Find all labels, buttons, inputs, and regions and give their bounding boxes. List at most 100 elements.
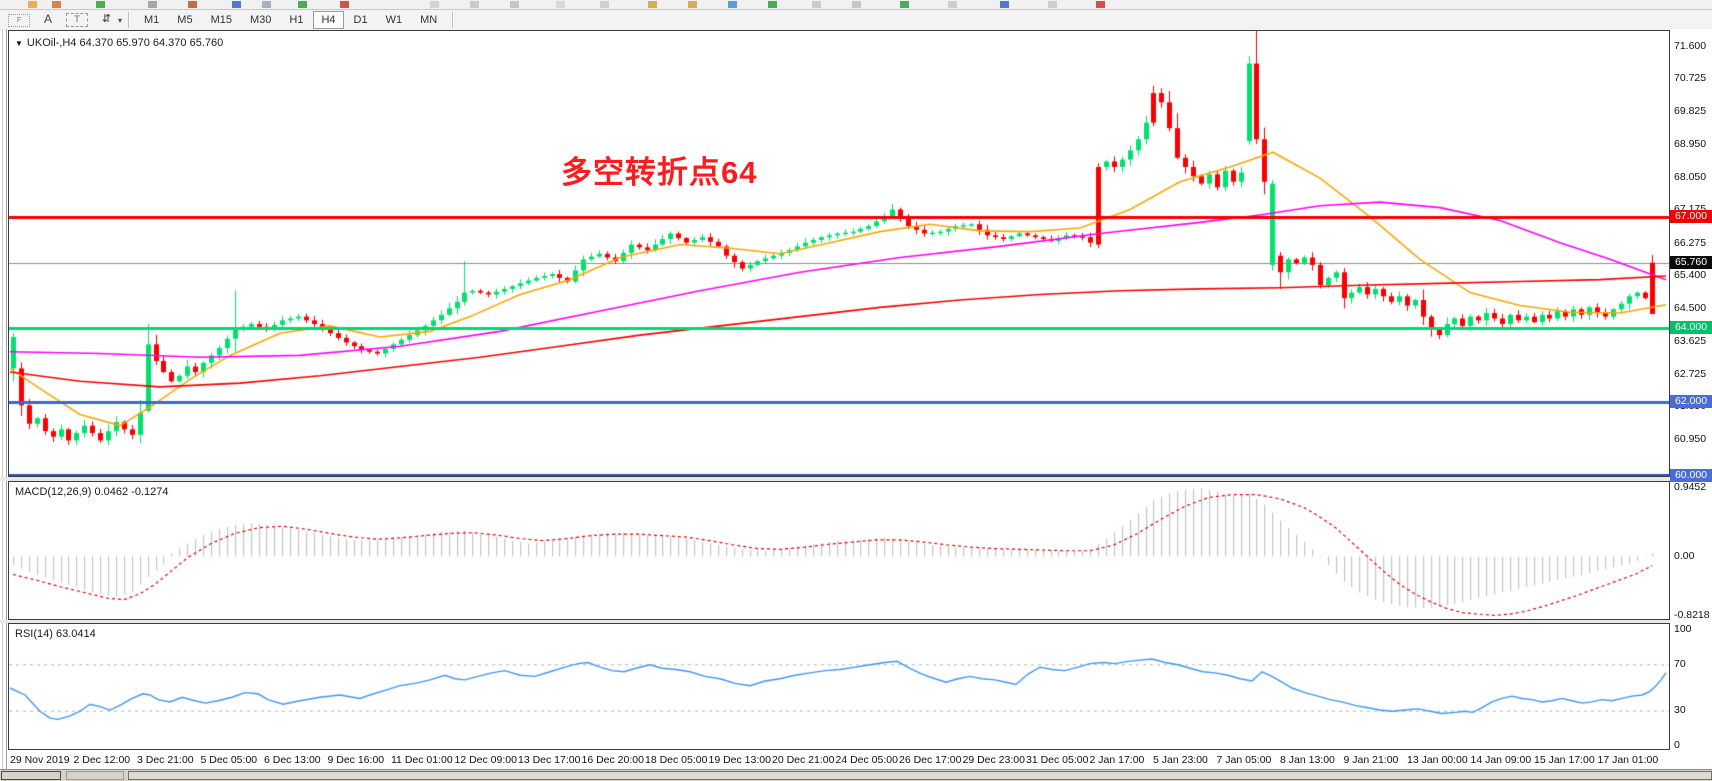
symbol-caret-icon[interactable]: ▼: [15, 39, 23, 48]
cropped-icon-fragment: [262, 1, 271, 8]
cropped-icon-fragment: [430, 1, 439, 8]
timeframe-m5[interactable]: M5: [177, 14, 193, 26]
macd-scale-label: 0.9452: [1674, 481, 1707, 494]
price-tick-label: 64.500: [1674, 302, 1707, 315]
date-tick-label: 13 Dec 17:00: [518, 754, 581, 766]
price-tick-label: 69.825: [1674, 105, 1707, 118]
cropped-toolbar-strip: [0, 0, 1712, 10]
price-level-tag: 64.000: [1670, 320, 1712, 334]
cropped-icon-fragment: [148, 1, 157, 8]
cropped-icon-fragment: [188, 1, 197, 8]
freehand-grid-icon[interactable]: F: [8, 13, 30, 27]
rsi-label: RSI(14) 63.0414: [15, 628, 96, 640]
date-tick-label: 20 Dec 21:00: [772, 754, 835, 766]
date-tick-label: 19 Dec 13:00: [708, 754, 771, 766]
panel-separator[interactable]: [0, 477, 1712, 481]
price-level-tag: 65.760: [1670, 255, 1712, 269]
arrange-arrows-icon[interactable]: ⇵: [101, 13, 111, 25]
timeframe-w1[interactable]: W1: [385, 14, 403, 26]
timeframe-m30[interactable]: M30: [249, 14, 272, 26]
macd-scale-label: 0.00: [1674, 549, 1695, 562]
timeframe-m15[interactable]: M15: [210, 14, 232, 26]
chevron-down-icon[interactable]: ▾: [118, 15, 123, 25]
text-box-icon[interactable]: T: [66, 13, 88, 27]
date-tick-label: 31 Dec 05:00: [1026, 754, 1089, 766]
date-tick-label: 5 Jan 23:00: [1153, 754, 1208, 766]
chart-tab[interactable]: [1, 771, 61, 780]
cropped-icon-fragment: [1048, 1, 1057, 8]
macd-panel: MACD(12,26,9) 0.0462 -0.1274: [8, 481, 1670, 620]
rsi-panel: RSI(14) 63.0414: [8, 623, 1670, 750]
price-axis[interactable]: 71.60070.72569.82568.95068.05067.17566.2…: [1670, 29, 1712, 769]
price-chart-panel: ▼ UKOil-,H4 64.370 65.970 64.370 65.760 多…: [8, 30, 1670, 477]
rsi-scale-label: 0: [1674, 739, 1680, 751]
date-tick-label: 29 Nov 2019: [10, 754, 70, 766]
window-frame-line: [2, 29, 3, 769]
price-tick-label: 71.600: [1674, 39, 1707, 52]
date-tick-label: 9 Jan 21:00: [1343, 754, 1399, 766]
timeframe-h4[interactable]: H4: [313, 11, 344, 29]
cropped-icon-fragment: [556, 1, 565, 8]
cropped-icon-fragment: [948, 1, 957, 8]
cropped-icon-fragment: [510, 1, 519, 8]
window-frame-line: [6, 29, 7, 769]
timeframe-m1[interactable]: M1: [144, 14, 160, 26]
date-tick-label: 16 Dec 20:00: [581, 754, 644, 766]
chart-toolbar: F A T ⇵ ▾ M1 M5 M15 M30 H1 H4 D1 W1 MN: [0, 10, 1712, 30]
date-tick-label: 5 Dec 05:00: [200, 754, 258, 766]
date-tick-label: 24 Dec 05:00: [835, 754, 898, 766]
rsi-canvas[interactable]: [9, 624, 1669, 749]
cropped-icon-fragment: [1096, 1, 1105, 8]
date-tick-label: 14 Jan 09:00: [1470, 754, 1532, 766]
chart-title-text: UKOil-,H4 64.370 65.970 64.370 65.760: [26, 37, 224, 49]
price-level-tag: 60.000: [1670, 468, 1712, 482]
cropped-icon-fragment: [900, 1, 909, 8]
timeframe-mn[interactable]: MN: [420, 14, 438, 26]
toolbar-separator: [452, 12, 454, 28]
cropped-icon-fragment: [768, 1, 777, 8]
cropped-icon-fragment: [600, 1, 609, 8]
price-tick-label: 70.725: [1674, 72, 1707, 85]
date-tick-label: 18 Dec 05:00: [645, 754, 708, 766]
price-chart-canvas[interactable]: [9, 31, 1669, 476]
date-tick-label: 13 Jan 00:00: [1407, 754, 1468, 766]
cropped-icon-fragment: [52, 1, 61, 8]
text-label-icon[interactable]: A: [43, 12, 52, 26]
panel-separator[interactable]: [0, 620, 1712, 623]
date-tick-label: 29 Dec 23:00: [962, 754, 1025, 766]
price-tick-label: 68.950: [1674, 137, 1707, 150]
annotation-text: 多空转折点64: [561, 155, 758, 190]
chart-tab[interactable]: [66, 771, 124, 780]
price-level-tag: 62.000: [1670, 394, 1712, 408]
date-tick-label: 7 Jan 05:00: [1216, 754, 1272, 766]
price-tick-label: 60.950: [1674, 433, 1707, 446]
chart-title: ▼ UKOil-,H4 64.370 65.970 64.370 65.760: [15, 37, 223, 49]
cropped-icon-fragment: [648, 1, 657, 8]
price-tick-label: 66.275: [1674, 236, 1707, 249]
cropped-icon-fragment: [232, 1, 241, 8]
date-tick-label: 26 Dec 17:00: [899, 754, 962, 766]
chart-tab[interactable]: [128, 771, 1712, 780]
date-tick-label: 17 Jan 01:00: [1597, 754, 1659, 766]
timeframe-h1[interactable]: H1: [289, 14, 304, 26]
date-tick-label: 2 Jan 17:00: [1089, 754, 1145, 766]
date-tick-label: 15 Jan 17:00: [1534, 754, 1595, 766]
cropped-icon-fragment: [812, 1, 821, 8]
date-tick-label: 3 Dec 21:00: [137, 754, 194, 766]
macd-scale-label: -0.8218: [1674, 608, 1710, 621]
date-axis[interactable]: 29 Nov 2019 2 Dec 12:00 3 Dec 21:00 5 Dec 0…: [8, 752, 1670, 769]
rsi-scale-label: 100: [1674, 623, 1692, 635]
macd-canvas[interactable]: [9, 482, 1669, 619]
date-tick-label: 9 Dec 16:00: [327, 754, 385, 766]
rsi-scale-label: 30: [1674, 704, 1686, 717]
price-tick-label: 68.050: [1674, 171, 1707, 184]
chart-tab-bar: [0, 769, 1712, 781]
price-tick-label: 65.400: [1674, 268, 1707, 281]
date-tick-label: 6 Dec 13:00: [264, 754, 321, 766]
cropped-icon-fragment: [728, 1, 737, 8]
price-level-tag: 67.000: [1670, 209, 1712, 223]
timeframe-d1[interactable]: D1: [353, 14, 368, 26]
macd-label: MACD(12,26,9) 0.0462 -0.1274: [15, 486, 169, 498]
cropped-icon-fragment: [28, 1, 37, 8]
cropped-icon-fragment: [96, 1, 105, 8]
